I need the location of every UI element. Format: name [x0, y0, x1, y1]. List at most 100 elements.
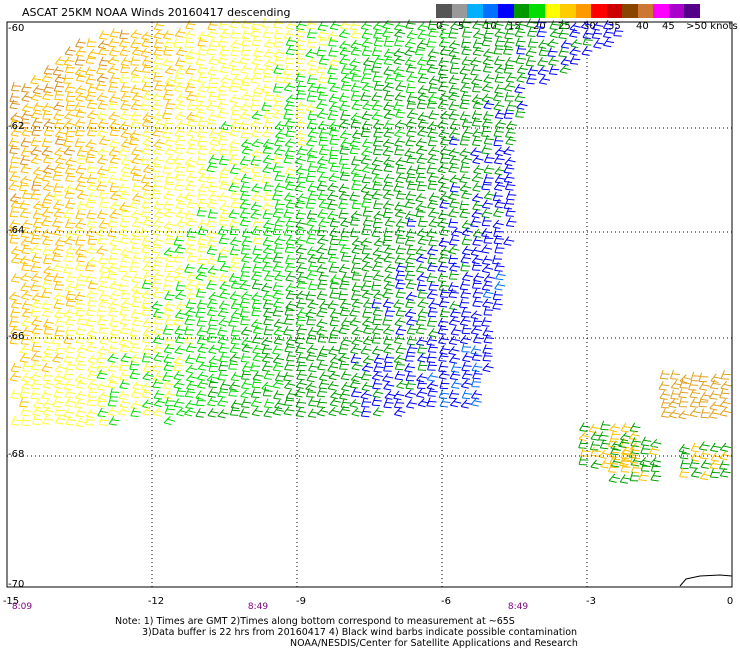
wind-barb [164, 146, 176, 156]
wind-barb [450, 326, 462, 336]
wind-barb [383, 119, 395, 130]
wind-barb [63, 353, 75, 364]
wind-barb [382, 181, 394, 192]
wind-barb [74, 137, 85, 148]
wind-barb [175, 199, 187, 210]
wind-barb [494, 73, 505, 83]
wind-barb [43, 118, 55, 128]
wind-barb [11, 81, 21, 92]
wind-barb [416, 181, 427, 192]
wind-barb [250, 388, 262, 398]
wind-barb [360, 74, 371, 84]
wind-barb [98, 135, 110, 146]
wind-barb [8, 291, 21, 301]
wind-barb [207, 236, 218, 247]
wind-barb [296, 82, 307, 92]
wind-barb [53, 292, 65, 302]
wind-barb [218, 155, 230, 166]
wind-barb [272, 225, 283, 236]
wind-barb [295, 45, 306, 55]
wind-barb [284, 117, 296, 128]
wind-barb [164, 234, 175, 245]
wind-barb [130, 29, 142, 39]
longitude-label: -15 [2, 596, 20, 607]
wind-barb [162, 90, 174, 101]
wind-barb [590, 446, 601, 457]
wind-barb [415, 263, 427, 273]
wind-barb [251, 110, 263, 120]
wind-barb [650, 471, 662, 482]
wind-barb [219, 352, 230, 363]
wind-barb [240, 46, 251, 56]
wind-barb [230, 119, 242, 129]
wind-barb [286, 351, 297, 362]
wind-barb [394, 137, 405, 147]
legend-swatch [575, 4, 592, 18]
wind-barb [131, 155, 143, 165]
wind-barb [417, 361, 428, 371]
wind-barb [141, 352, 152, 363]
wind-barb [670, 389, 681, 400]
wind-barb [165, 253, 177, 263]
wind-barb [372, 180, 383, 191]
wind-barb [228, 387, 239, 397]
wind-barb [9, 193, 22, 203]
wind-barb [678, 388, 689, 399]
wind-barb [21, 261, 32, 272]
map-title: ASCAT 25KM NOAA Winds 20160417 descendin… [22, 6, 291, 19]
wind-barb [20, 406, 31, 417]
wind-barb [21, 244, 32, 255]
wind-barb [327, 245, 338, 256]
wind-barb [351, 199, 362, 210]
wind-barb [598, 431, 609, 442]
wind-barb [108, 147, 120, 157]
wind-barb [514, 27, 526, 38]
wind-barb [383, 162, 395, 173]
wind-barb [53, 299, 64, 310]
wind-barb [328, 102, 340, 112]
wind-barb [503, 164, 515, 174]
wind-barb [340, 73, 353, 84]
wind-barb [52, 245, 64, 255]
wind-barb [492, 299, 503, 310]
wind-barb [30, 190, 41, 200]
wind-barb [175, 333, 186, 344]
wind-barb [52, 171, 63, 181]
wind-barb [360, 91, 371, 102]
wind-barb [206, 280, 217, 290]
wind-barb [295, 316, 306, 326]
wind-barb [272, 253, 284, 263]
wind-barb [426, 290, 438, 300]
wind-barb [152, 218, 164, 228]
wind-barb [120, 247, 132, 257]
wind-barb [86, 99, 98, 109]
wind-barb [426, 272, 437, 283]
wind-barb [284, 396, 295, 406]
wind-barb [350, 387, 362, 398]
wind-barb [53, 208, 65, 218]
wind-barb [319, 345, 330, 356]
wind-barb [450, 54, 461, 65]
wind-barb [152, 407, 165, 417]
wind-barb [131, 182, 142, 192]
wind-barb [417, 288, 428, 299]
wind-barb [262, 65, 274, 75]
wind-barb [142, 406, 154, 416]
wind-barb [241, 343, 253, 353]
wind-barb [503, 236, 515, 246]
wind-barb [371, 190, 383, 200]
wind-barb [152, 362, 163, 372]
wind-barb [107, 372, 120, 383]
wind-barb [10, 117, 21, 127]
wind-barb [689, 398, 701, 408]
wind-barb [483, 48, 495, 58]
wind-barb [481, 36, 493, 47]
wind-barb [404, 389, 417, 399]
wind-barb [284, 165, 296, 176]
wind-barb [130, 38, 141, 49]
wind-barb [19, 199, 30, 210]
wind-barb [208, 92, 219, 102]
wind-barb [504, 156, 516, 167]
wind-barb [162, 128, 173, 139]
